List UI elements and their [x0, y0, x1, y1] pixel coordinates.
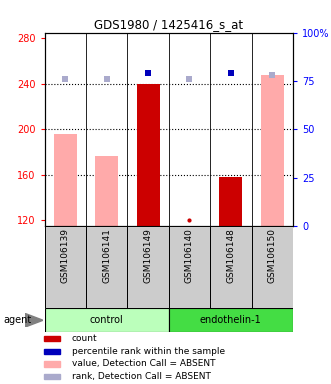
Bar: [219, 177, 242, 226]
Bar: [169, 226, 210, 308]
Bar: [252, 226, 293, 308]
Text: endothelin-1: endothelin-1: [200, 315, 262, 325]
Bar: [44, 374, 60, 379]
Bar: [137, 84, 160, 226]
Bar: [45, 308, 169, 332]
Text: GSM106141: GSM106141: [102, 228, 111, 283]
Bar: [169, 308, 293, 332]
Bar: [210, 226, 252, 308]
Text: rank, Detection Call = ABSENT: rank, Detection Call = ABSENT: [72, 372, 211, 381]
Bar: [95, 157, 118, 226]
Text: GSM106139: GSM106139: [61, 228, 70, 283]
Text: count: count: [72, 334, 97, 343]
Bar: [86, 226, 127, 308]
Text: GSM106150: GSM106150: [268, 228, 277, 283]
Title: GDS1980 / 1425416_s_at: GDS1980 / 1425416_s_at: [94, 18, 243, 31]
Text: GSM106140: GSM106140: [185, 228, 194, 283]
Text: GSM106148: GSM106148: [226, 228, 235, 283]
Text: agent: agent: [3, 315, 31, 325]
Bar: [54, 134, 77, 226]
Bar: [44, 336, 60, 341]
Polygon shape: [25, 313, 43, 327]
Text: control: control: [90, 315, 123, 325]
Bar: [261, 74, 284, 226]
Text: value, Detection Call = ABSENT: value, Detection Call = ABSENT: [72, 359, 215, 368]
Bar: [44, 349, 60, 354]
Text: percentile rank within the sample: percentile rank within the sample: [72, 347, 225, 356]
Bar: [45, 226, 86, 308]
Bar: [127, 226, 169, 308]
Text: GSM106149: GSM106149: [144, 228, 153, 283]
Bar: [44, 361, 60, 366]
